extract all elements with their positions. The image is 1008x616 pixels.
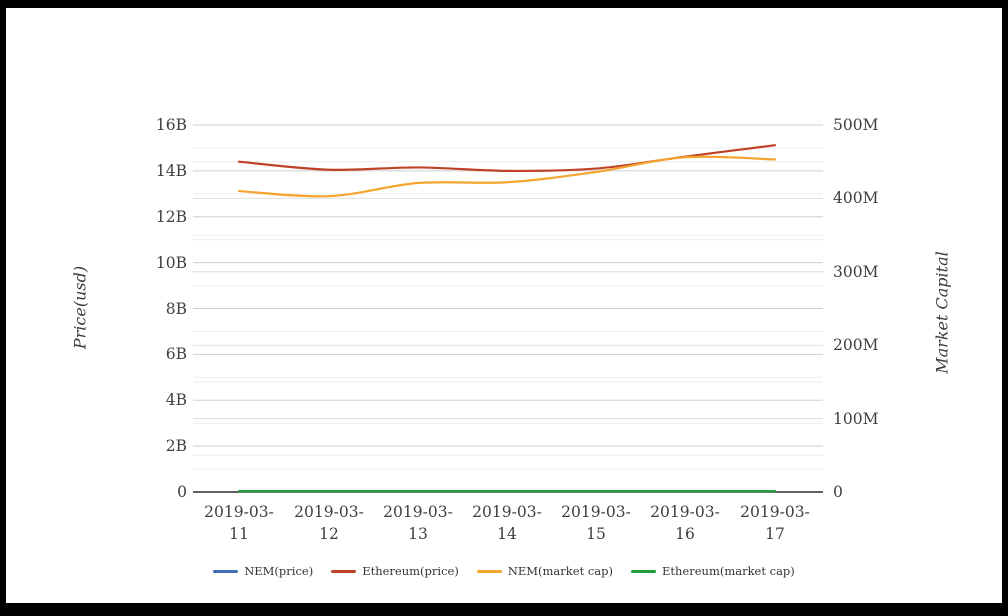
right-axis-tick: 100M [833,409,879,428]
series-line-nem-market-cap- [237,155,777,198]
legend-label: Ethereum(market cap) [662,564,795,578]
legend-line-swatch [631,569,656,573]
right-axis-title: Market Capital [932,251,952,374]
x-axis-tick: 2019-03- 13 [373,501,463,545]
x-tick-line1: 2019-03- [472,503,542,521]
legend-line-swatch [476,569,502,573]
gridlines [193,124,823,493]
right-axis-tick: 400M [833,189,879,208]
left-axis-tick: 12B [155,207,187,226]
x-axis-tick: 2019-03- 15 [551,501,641,545]
x-tick-line1: 2019-03- [740,503,810,521]
legend-line-swatch [331,569,357,573]
x-tick-line1: 2019-03- [204,503,274,521]
x-tick-line2: 13 [408,525,428,543]
chart-series-lines [237,144,777,493]
x-axis-tick: 2019-03- 17 [730,501,820,545]
legend-label: NEM(market cap) [507,564,613,578]
left-axis-tick: 4B [165,391,187,410]
legend-item-ethereum-market-cap-[interactable]: Ethereum(market cap) [631,564,795,578]
legend-item-ethereum-price-[interactable]: Ethereum(price) [331,564,459,578]
x-tick-line2: 17 [765,525,785,543]
right-axis-tick: 0 [833,483,843,501]
x-axis-tick: 2019-03- 14 [462,501,552,545]
legend-line-swatch [213,569,239,573]
x-axis-tick: 2019-03- 11 [194,501,284,545]
frame-border-top [0,0,1008,8]
chart-legend: NEM(price) Ethereum(price) NEM(market cap)… [0,564,1008,578]
x-axis-tick: 2019-03- 12 [284,501,374,545]
x-tick-line1: 2019-03- [294,503,364,521]
x-tick-line1: 2019-03- [561,503,631,521]
legend-item-nem-price-[interactable]: NEM(price) [213,564,313,578]
right-axis-tick: 500M [833,116,879,134]
frame-border-left [0,0,6,616]
legend-item-nem-market-cap-[interactable]: NEM(market cap) [476,564,613,578]
x-tick-line2: 12 [319,525,339,543]
legend-label: NEM(price) [244,564,314,578]
left-axis-tick: 14B [155,161,187,180]
right-axis-tick: 200M [833,336,879,355]
x-tick-line2: 11 [229,525,249,543]
x-tick-line1: 2019-03- [650,503,720,521]
frame-border-bottom [0,603,1008,616]
left-axis-tick: 8B [165,299,187,318]
x-axis-tick: 2019-03- 16 [640,501,730,545]
legend-label: Ethereum(price) [362,564,459,578]
left-axis-title: Price(usd) [70,265,90,350]
frame-border-right [1002,0,1008,616]
x-tick-line2: 14 [497,525,517,543]
x-tick-line2: 16 [675,525,695,543]
series-line-ethereum-price- [237,144,777,173]
left-axis-tick: 16B [155,116,187,134]
right-axis-tick: 300M [833,262,879,281]
left-axis-tick: 2B [165,437,187,456]
left-axis-tick: 10B [155,253,187,272]
x-tick-line2: 15 [586,525,606,543]
x-tick-line1: 2019-03- [383,503,453,521]
left-axis-tick: 0 [177,483,187,501]
left-axis-tick: 6B [165,345,187,364]
